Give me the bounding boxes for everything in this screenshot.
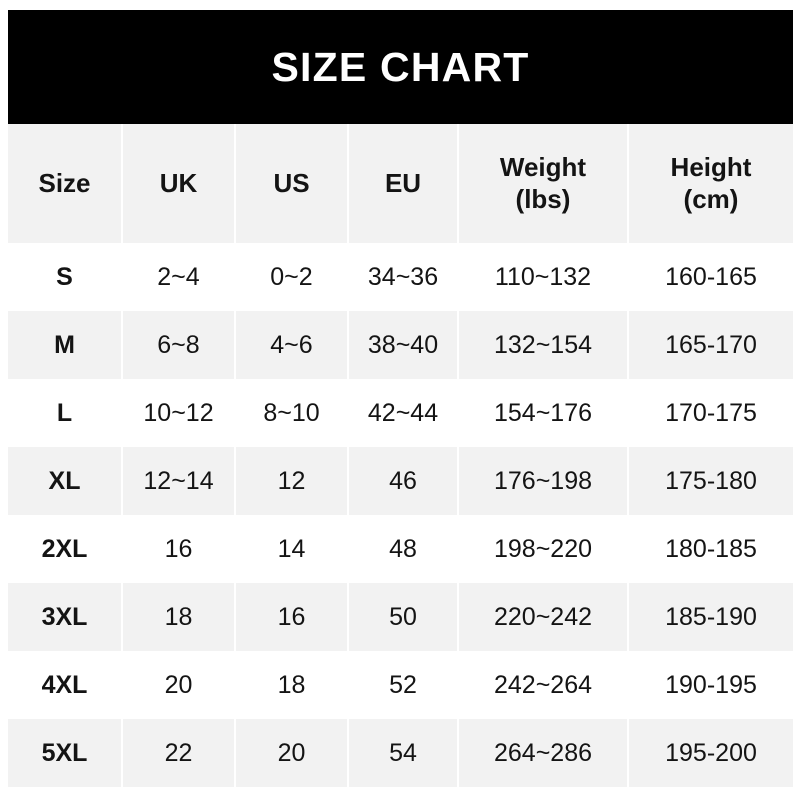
table-row: 2XL 16 14 48 198~220 180-185 xyxy=(8,515,793,583)
cell-height: 160-165 xyxy=(627,243,793,311)
cell-size: 2XL xyxy=(8,515,123,583)
cell-size: XL xyxy=(8,447,123,515)
size-chart-table: Size UK US EU Weight (lbs) Height (cm) xyxy=(8,124,793,787)
table-header-row: Size UK US EU Weight (lbs) Height (cm) xyxy=(8,124,793,243)
table-body: S 2~4 0~2 34~36 110~132 160-165 M 6~8 4~6 38~40 13… xyxy=(8,243,793,787)
cell-height: 170-175 xyxy=(627,379,793,447)
column-header-eu-label: EU xyxy=(384,167,422,198)
cell-uk: 16 xyxy=(121,515,236,583)
table-header: Size UK US EU Weight (lbs) Height (cm) xyxy=(8,124,793,243)
cell-weight: 242~264 xyxy=(457,651,629,719)
cell-us: 20 xyxy=(234,719,349,787)
column-header-weight: Weight (lbs) xyxy=(457,124,629,243)
cell-us: 12 xyxy=(234,447,349,515)
table-row: 5XL 22 20 54 264~286 195-200 xyxy=(8,719,793,787)
cell-us: 16 xyxy=(234,583,349,651)
cell-us: 0~2 xyxy=(234,243,349,311)
cell-weight: 154~176 xyxy=(457,379,629,447)
column-header-size-label: Size xyxy=(38,167,91,198)
table-row: XL 12~14 12 46 176~198 175-180 xyxy=(8,447,793,515)
table-row: S 2~4 0~2 34~36 110~132 160-165 xyxy=(8,243,793,311)
cell-eu: 50 xyxy=(347,583,459,651)
table-row: 4XL 20 18 52 242~264 190-195 xyxy=(8,651,793,719)
column-header-uk-label: UK xyxy=(159,167,198,198)
cell-eu: 54 xyxy=(347,719,459,787)
cell-uk: 10~12 xyxy=(121,379,236,447)
cell-height: 195-200 xyxy=(627,719,793,787)
column-header-height: Height (cm) xyxy=(627,124,793,243)
title-bar: SIZE CHART xyxy=(8,10,793,124)
cell-us: 4~6 xyxy=(234,311,349,379)
column-header-us: US xyxy=(234,124,349,243)
cell-height: 175-180 xyxy=(627,447,793,515)
column-header-uk: UK xyxy=(121,124,236,243)
page-title: SIZE CHART xyxy=(271,43,530,90)
cell-eu: 38~40 xyxy=(347,311,459,379)
cell-eu: 34~36 xyxy=(347,243,459,311)
column-header-eu: EU xyxy=(347,124,459,243)
cell-height: 165-170 xyxy=(627,311,793,379)
cell-size: M xyxy=(8,311,123,379)
cell-eu: 46 xyxy=(347,447,459,515)
cell-weight: 110~132 xyxy=(457,243,629,311)
cell-us: 8~10 xyxy=(234,379,349,447)
cell-weight: 132~154 xyxy=(457,311,629,379)
cell-weight: 220~242 xyxy=(457,583,629,651)
column-header-height-label: Height xyxy=(670,151,752,182)
cell-weight: 176~198 xyxy=(457,447,629,515)
column-header-size: Size xyxy=(8,124,123,243)
cell-weight: 198~220 xyxy=(457,515,629,583)
cell-eu: 52 xyxy=(347,651,459,719)
column-header-weight-unit: (lbs) xyxy=(515,183,571,214)
cell-size: 5XL xyxy=(8,719,123,787)
cell-weight: 264~286 xyxy=(457,719,629,787)
cell-uk: 6~8 xyxy=(121,311,236,379)
column-header-us-label: US xyxy=(273,167,310,198)
table-row: L 10~12 8~10 42~44 154~176 170-175 xyxy=(8,379,793,447)
cell-uk: 18 xyxy=(121,583,236,651)
cell-height: 190-195 xyxy=(627,651,793,719)
table-row: 3XL 18 16 50 220~242 185-190 xyxy=(8,583,793,651)
column-header-height-unit: (cm) xyxy=(683,183,739,214)
cell-size: L xyxy=(8,379,123,447)
cell-uk: 2~4 xyxy=(121,243,236,311)
cell-height: 180-185 xyxy=(627,515,793,583)
cell-eu: 42~44 xyxy=(347,379,459,447)
table-row: M 6~8 4~6 38~40 132~154 165-170 xyxy=(8,311,793,379)
cell-uk: 20 xyxy=(121,651,236,719)
cell-size: 4XL xyxy=(8,651,123,719)
cell-uk: 22 xyxy=(121,719,236,787)
cell-size: S xyxy=(8,243,123,311)
cell-height: 185-190 xyxy=(627,583,793,651)
cell-us: 18 xyxy=(234,651,349,719)
cell-size: 3XL xyxy=(8,583,123,651)
cell-eu: 48 xyxy=(347,515,459,583)
column-header-weight-label: Weight xyxy=(499,151,587,182)
cell-us: 14 xyxy=(234,515,349,583)
cell-uk: 12~14 xyxy=(121,447,236,515)
